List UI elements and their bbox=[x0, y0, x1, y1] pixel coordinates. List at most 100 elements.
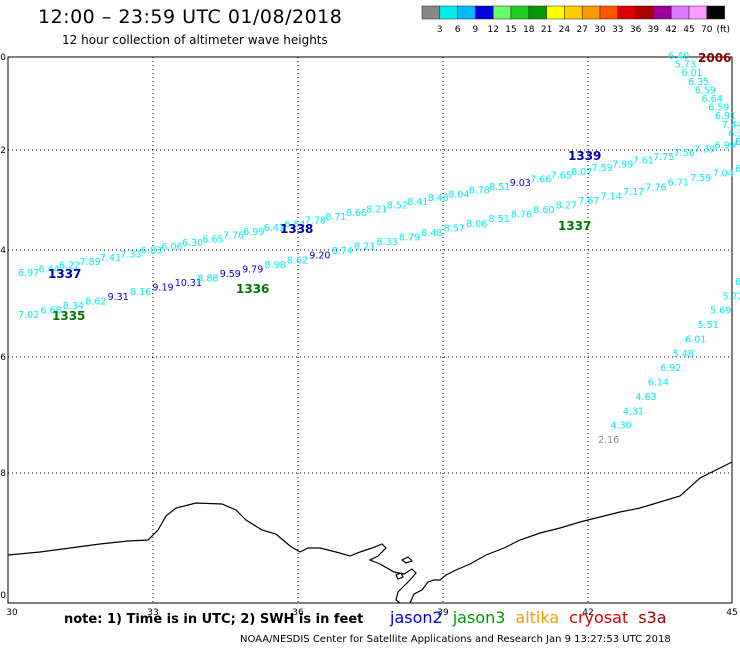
latitude-tick-label: -68 bbox=[0, 469, 6, 479]
map-title: 12:00 – 23:59 UTC 01/08/2018 bbox=[38, 6, 343, 28]
wave-height-reading: 6.83 bbox=[141, 246, 162, 257]
latitude-tick-label: -60 bbox=[0, 53, 6, 63]
color-scale-label: 45 bbox=[683, 25, 694, 35]
wave-height-reading: 7.66 bbox=[530, 174, 551, 185]
graticule bbox=[8, 57, 732, 603]
wave-height-reading: 6.91 bbox=[715, 111, 736, 122]
wave-height-reading: 7.89 bbox=[80, 257, 101, 268]
color-scale-unit: (ft) bbox=[716, 25, 730, 35]
wave-height-reading: 6.59 bbox=[708, 103, 729, 114]
wave-height-reading: 6.71 bbox=[668, 178, 689, 189]
wave-height-reading: 8.51 bbox=[489, 182, 510, 193]
track-number-label: 1338 bbox=[280, 222, 313, 236]
wave-height-reading: 10.31 bbox=[175, 278, 202, 289]
wave-height-reading: 7.76 bbox=[645, 182, 666, 193]
wave-height-reading: 8.52 bbox=[387, 201, 408, 212]
color-scale-label: 30 bbox=[594, 25, 606, 35]
wave-height-reading: 8.66 bbox=[346, 208, 367, 219]
color-scale-label: 3 bbox=[437, 25, 443, 35]
credit-line: NOAA/NESDIS Center for Satellite Applica… bbox=[240, 634, 671, 645]
wave-height-reading: 4.31 bbox=[623, 406, 644, 417]
wave-height-reading: 7.41 bbox=[100, 253, 121, 264]
color-scale-swatch bbox=[688, 5, 708, 20]
color-scale-swatch bbox=[439, 5, 458, 20]
wave-height-reading: 6.47 bbox=[735, 137, 740, 148]
wave-height-reading: 9.79 bbox=[242, 264, 263, 275]
latitude-tick-label: -66 bbox=[0, 353, 6, 363]
wave-height-reading: 8.57 bbox=[444, 223, 465, 234]
satellite-legend-item: jason3 bbox=[452, 608, 506, 627]
wave-height-reading: 7.17 bbox=[623, 187, 644, 198]
wave-height-reading: 6.22 bbox=[59, 261, 80, 272]
wave-height-reading: 8.98 bbox=[265, 260, 286, 271]
wave-height-reading: 7.59 bbox=[592, 163, 613, 174]
wave-height-reading: 5.73 bbox=[675, 60, 696, 71]
axis-labels: 30 33 36 39 42 45 -60 -62 -64 -66 -68 -70 bbox=[0, 53, 738, 618]
wave-height-reading: 8.41 bbox=[407, 197, 428, 208]
map-subtitle: 12 hour collection of altimeter wave hei… bbox=[62, 33, 328, 47]
color-scale-swatch bbox=[546, 5, 565, 20]
wave-height-reading: 6.06 bbox=[161, 242, 182, 253]
wave-height-reading: 8.04 bbox=[448, 189, 469, 200]
wave-height-reading: 5.48 bbox=[673, 349, 694, 360]
track-number-label: 1335 bbox=[52, 309, 85, 323]
color-scale-label: 21 bbox=[541, 25, 552, 35]
track-labels: 1337 1335 1338 1336 1339 1337 2006 bbox=[48, 51, 731, 323]
wave-height-reading: 8.21 bbox=[366, 204, 387, 215]
color-scale-swatch bbox=[475, 5, 494, 20]
color-scale-swatch bbox=[706, 5, 725, 20]
wave-readings: 6.97 6.44 6.22 7.89 7.41 7.33 6.83 6.06 6.30 6.65… bbox=[18, 51, 740, 446]
latitude-tick-label: -64 bbox=[0, 246, 6, 256]
wave-height-reading: 8.16 bbox=[130, 287, 151, 298]
wave-height-reading: 8.88 bbox=[197, 274, 218, 285]
longitude-tick-label: 42 bbox=[582, 608, 593, 618]
coastline bbox=[7, 461, 733, 604]
color-scale-swatch bbox=[617, 5, 636, 20]
wave-height-reading: 5.51 bbox=[698, 320, 719, 331]
wave-height-reading: 8.48 bbox=[421, 228, 442, 239]
track-number-label: 1336 bbox=[236, 282, 269, 296]
wave-height-reading: 6.54 bbox=[284, 219, 305, 230]
wave-height-reading: 7.56 bbox=[674, 148, 695, 159]
track-number-label: 1337 bbox=[558, 219, 591, 233]
wave-height-reading: 8.33 bbox=[377, 237, 398, 248]
wave-height-reading: 7.65 bbox=[551, 171, 572, 182]
longitude-tick-label: 45 bbox=[726, 608, 737, 618]
track-number-label: 1337 bbox=[48, 267, 81, 281]
color-scale-swatch bbox=[510, 5, 530, 20]
color-scale-label: 36 bbox=[630, 25, 642, 35]
wave-height-reading: 7.75 bbox=[653, 152, 674, 163]
satellite-legend-item: jason2 bbox=[390, 608, 443, 627]
color-scale-label: 18 bbox=[523, 25, 535, 35]
map-frame bbox=[7, 56, 733, 604]
longitude-tick-label: 36 bbox=[292, 608, 304, 618]
color-scale-label: 39 bbox=[648, 25, 660, 35]
wave-height-reading: 6.30 bbox=[728, 128, 740, 139]
wave-height-reading: 4.63 bbox=[635, 392, 656, 403]
satellite-legend-item: cryosat bbox=[569, 608, 629, 627]
latitude-tick-label: -62 bbox=[0, 146, 6, 156]
wave-height-reading: 7.44 bbox=[722, 120, 740, 131]
color-scale-label: 24 bbox=[559, 25, 571, 35]
color-scale-label: 9 bbox=[473, 25, 479, 35]
wave-height-reading: 8.48 bbox=[428, 193, 449, 204]
wave-height-reading: 7.04 bbox=[713, 169, 734, 180]
wave-height-reading: 7.67 bbox=[578, 196, 599, 207]
color-scale-label: 27 bbox=[576, 25, 587, 35]
wave-height-reading: 6.01 bbox=[685, 335, 706, 346]
wave-height-reading: 7.76 bbox=[223, 231, 244, 242]
color-scale-swatch bbox=[421, 5, 441, 20]
wave-height-reading: 7.78 bbox=[305, 216, 326, 227]
wave-height-reading: 7.99 bbox=[612, 160, 633, 171]
wave-height-reading: 9.59 bbox=[220, 269, 241, 280]
footer-note: note: 1) Time is in UTC; 2) SWH is in fe… bbox=[64, 612, 364, 627]
wave-height-reading: 8.51 bbox=[489, 214, 510, 225]
satellite-legend: jason2 jason3 altika cryosat s3a bbox=[390, 608, 677, 627]
wave-height-reading: 8.21 bbox=[354, 242, 375, 253]
wave-height-reading: 6.30 bbox=[182, 238, 203, 249]
satellite-legend-item: s3a bbox=[638, 608, 667, 627]
wave-height-reading: 6.85 bbox=[735, 164, 740, 175]
wave-height-reading: 8.71 bbox=[325, 212, 346, 223]
color-scale-swatch bbox=[581, 5, 601, 20]
